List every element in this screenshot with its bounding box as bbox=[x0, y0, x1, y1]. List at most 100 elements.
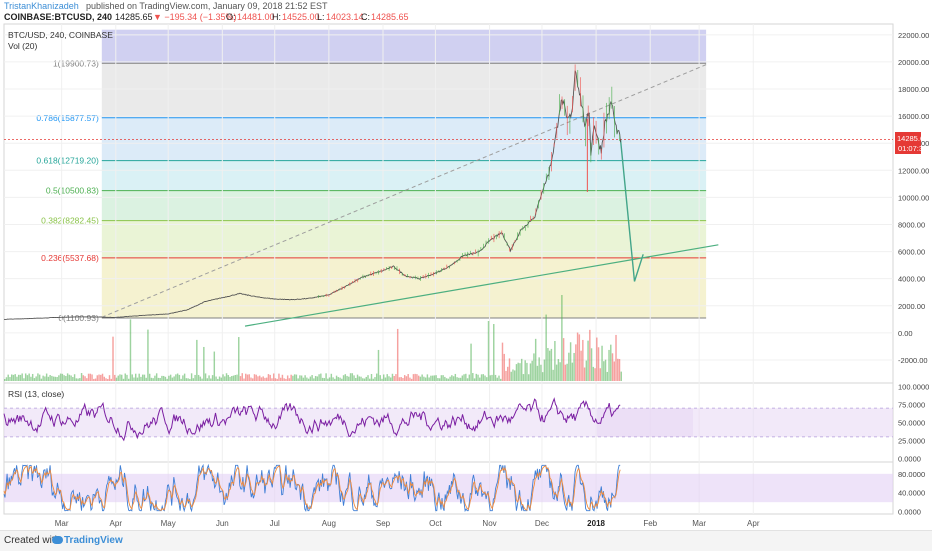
volume-bar bbox=[157, 377, 160, 381]
price-axis-label: 16000.00 bbox=[898, 112, 929, 121]
volume-bar bbox=[260, 377, 263, 381]
volume-bar bbox=[59, 373, 62, 381]
time-axis-label: Jul bbox=[270, 519, 280, 528]
footer-brand[interactable]: TradingView bbox=[64, 535, 123, 546]
volume-bar bbox=[423, 376, 425, 381]
volume-bar bbox=[459, 377, 462, 381]
volume-bar bbox=[269, 374, 271, 381]
volume-bar bbox=[369, 378, 371, 381]
volume-bar bbox=[218, 376, 221, 381]
volume-bar bbox=[292, 375, 294, 381]
volume-bar bbox=[19, 374, 22, 381]
volume-bar bbox=[407, 374, 409, 381]
volume-bar bbox=[86, 378, 88, 381]
volume-bar bbox=[51, 375, 53, 381]
rsi-axis-label: 75.0000 bbox=[898, 401, 925, 410]
volume-bar bbox=[395, 374, 397, 381]
projection-path[interactable] bbox=[619, 139, 644, 282]
volume-bar bbox=[12, 374, 15, 381]
volume-bar bbox=[26, 375, 29, 381]
fib-zone bbox=[101, 257, 707, 318]
volume-bar bbox=[538, 357, 540, 381]
volume-bar bbox=[447, 378, 450, 381]
volume-bar bbox=[222, 374, 224, 381]
volume-bar bbox=[31, 373, 34, 381]
volume-bar bbox=[24, 373, 27, 381]
price-series bbox=[3, 64, 621, 320]
volume-bar bbox=[342, 375, 345, 381]
volume-bar bbox=[522, 374, 525, 381]
volume-bar bbox=[281, 374, 284, 381]
volume-bar bbox=[278, 373, 280, 381]
volume-bar bbox=[21, 373, 23, 381]
volume-bar bbox=[391, 373, 394, 381]
volume-bar bbox=[367, 375, 369, 381]
volume-bar bbox=[330, 373, 333, 381]
main-legend-volume: Vol (20) bbox=[8, 41, 37, 51]
volume-bar bbox=[323, 378, 326, 381]
rsi-band-extension bbox=[597, 408, 893, 437]
volume-bar bbox=[365, 376, 367, 381]
time-axis-label: Apr bbox=[110, 519, 123, 528]
volume-bar bbox=[594, 368, 596, 381]
stoch-d-line bbox=[3, 465, 621, 511]
volume-bar bbox=[117, 375, 119, 381]
header-author[interactable]: TristanKhanizadeh bbox=[4, 1, 79, 11]
chart-svg[interactable]: TristanKhanizadeh published on TradingVi… bbox=[0, 0, 932, 530]
volume-bar bbox=[379, 375, 381, 381]
volume-bar bbox=[211, 375, 214, 381]
volume-bar bbox=[58, 375, 60, 381]
volume-bar bbox=[154, 375, 156, 381]
volume-bar bbox=[606, 371, 609, 381]
volume-bar bbox=[126, 374, 128, 381]
volume-bar bbox=[482, 374, 485, 381]
volume-bar bbox=[356, 374, 359, 381]
volume-bar bbox=[103, 376, 106, 381]
volume-bar bbox=[70, 375, 72, 381]
volume-bar bbox=[318, 374, 320, 381]
volume-bar bbox=[545, 314, 547, 381]
support-trend-line[interactable] bbox=[244, 244, 719, 327]
volume-bar bbox=[400, 377, 402, 381]
volume-bar bbox=[180, 378, 182, 381]
volume-bar bbox=[300, 375, 303, 381]
volume-bar bbox=[351, 373, 354, 381]
volume-bar bbox=[503, 353, 505, 381]
volume-bar bbox=[339, 377, 341, 381]
header-o-label: O: bbox=[226, 12, 236, 22]
volume-bar bbox=[611, 353, 614, 381]
volume-bar bbox=[451, 375, 453, 381]
volume-bar bbox=[10, 374, 13, 381]
volume-bar bbox=[360, 376, 362, 381]
volume-bar bbox=[381, 378, 383, 381]
trend-drawings[interactable] bbox=[4, 64, 893, 327]
volume-bar bbox=[410, 378, 413, 381]
volume-bar bbox=[493, 324, 495, 381]
price-axis-label: 20000.00 bbox=[898, 58, 929, 67]
volume-bar bbox=[494, 374, 497, 381]
volume-bar bbox=[599, 368, 602, 381]
volume-bar bbox=[201, 378, 203, 381]
volume-bar bbox=[500, 378, 502, 381]
volume-bar bbox=[454, 373, 457, 381]
volume-bar bbox=[396, 328, 399, 381]
header-l-value: 14023.14 bbox=[326, 12, 364, 22]
volume-bar bbox=[484, 375, 486, 381]
volume-bar bbox=[578, 334, 581, 381]
volume-bar bbox=[204, 373, 207, 381]
volume-bar bbox=[77, 378, 79, 381]
volume-bar bbox=[393, 376, 395, 381]
volume-bar bbox=[508, 358, 511, 381]
volume-bar bbox=[568, 352, 570, 381]
volume-bar bbox=[512, 369, 514, 381]
volume-bar bbox=[456, 377, 458, 381]
volume-bar bbox=[430, 375, 432, 381]
volume-bar bbox=[477, 374, 479, 381]
header-c-label: C: bbox=[361, 12, 370, 22]
volume-bar bbox=[194, 374, 196, 381]
volume-bar bbox=[517, 362, 519, 381]
volume-bar bbox=[115, 377, 118, 381]
volume-bar bbox=[374, 377, 376, 381]
price-line bbox=[3, 70, 621, 320]
footer: Created with TradingView bbox=[0, 530, 932, 551]
